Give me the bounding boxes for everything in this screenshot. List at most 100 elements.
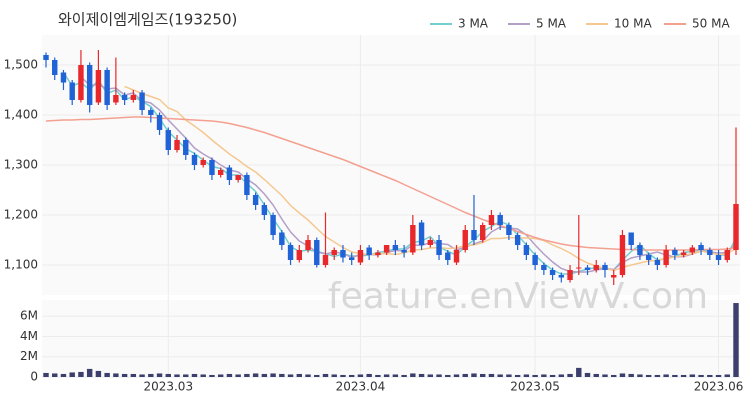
candle-body <box>148 110 154 115</box>
candle-body <box>139 92 145 110</box>
candle-body <box>680 252 687 255</box>
candle-body <box>576 267 582 269</box>
volume-bar <box>663 374 669 377</box>
x-tick-label: 2023.03 <box>143 380 193 394</box>
volume-bar <box>43 372 49 377</box>
volume-bar <box>375 374 381 377</box>
candle-body <box>305 240 311 250</box>
volume-bar <box>680 374 687 377</box>
candle-body <box>322 255 329 265</box>
candle-body <box>209 160 215 175</box>
candle-body <box>523 245 530 255</box>
volume-bar <box>165 373 171 377</box>
legend-label: 10 MA <box>614 17 652 31</box>
candle-body <box>121 95 128 100</box>
candle-body <box>296 250 302 260</box>
volume-bar <box>715 374 722 377</box>
candle-body <box>86 65 93 105</box>
volume-bar <box>497 374 503 377</box>
volume-bar <box>672 374 678 377</box>
candle-body <box>480 225 486 240</box>
volume-bar <box>637 374 643 377</box>
volume-bar <box>86 368 93 377</box>
volume-bar <box>209 374 215 377</box>
y-tick-label: 1,300 <box>4 158 38 172</box>
volume-bar <box>226 373 233 377</box>
candle-body <box>52 60 58 75</box>
volume-bar <box>148 373 154 377</box>
volume-bar <box>602 374 608 377</box>
candle-body <box>252 195 259 205</box>
volume-bar <box>156 373 163 377</box>
volume-bar <box>541 374 547 377</box>
candle-body <box>567 270 573 280</box>
candle-body <box>436 240 442 255</box>
volume-bar <box>296 373 302 377</box>
volume-bar <box>357 374 364 377</box>
candle-body <box>156 115 163 130</box>
candle-body <box>558 275 565 278</box>
candle-body <box>314 240 320 265</box>
candle-body <box>462 230 468 250</box>
candle-body <box>663 250 669 265</box>
chart-title: 와이제이엠게임즈(193250) <box>58 11 237 29</box>
volume-bar <box>593 373 599 377</box>
volume-bar <box>453 374 460 377</box>
candle-body <box>60 72 67 83</box>
volume-bar <box>471 373 477 377</box>
candle-body <box>331 250 337 255</box>
candle-body <box>488 215 495 225</box>
candle-body <box>113 95 119 103</box>
candle-body <box>95 70 102 103</box>
volume-bar <box>113 373 119 377</box>
legend-label: 3 MA <box>458 17 489 31</box>
volume-bar <box>506 374 512 377</box>
volume-bar <box>348 374 355 377</box>
candle-body <box>654 260 661 265</box>
volume-bar <box>523 374 530 377</box>
volume-bar <box>462 373 468 377</box>
volume-bar <box>104 372 110 377</box>
candle-body <box>217 170 224 175</box>
candle-body <box>628 232 634 245</box>
volume-bar <box>287 374 294 377</box>
candle-body <box>183 140 189 155</box>
volume-panel <box>42 300 740 378</box>
y-tick-label: 1,200 <box>4 208 38 222</box>
candle-body <box>375 252 381 255</box>
candle-body <box>357 250 364 263</box>
volume-bar <box>139 374 145 377</box>
volume-bar <box>235 374 241 377</box>
volume-bar <box>244 373 250 377</box>
legend-label: 5 MA <box>536 17 567 31</box>
volume-bar <box>698 374 704 377</box>
legend-label: 50 MA <box>692 17 730 31</box>
volume-bar <box>445 374 451 377</box>
candle-body <box>698 245 704 250</box>
volume-bar <box>584 372 591 377</box>
volume-bar <box>645 374 652 377</box>
candle-body <box>69 82 75 100</box>
volume-bar <box>279 373 285 377</box>
volume-bar <box>611 374 617 377</box>
candle-body <box>672 250 678 255</box>
volume-bar <box>514 374 521 377</box>
volume-bar <box>121 373 128 377</box>
volume-bar <box>436 374 442 377</box>
candle-body <box>724 250 730 260</box>
volume-bar <box>366 373 372 377</box>
candle-body <box>261 205 268 215</box>
candle-body <box>689 247 696 253</box>
volume-bar <box>392 374 399 377</box>
volume-bar <box>191 373 198 377</box>
volume-bar <box>707 374 713 377</box>
y-tick-label: 1,500 <box>4 58 38 72</box>
y-tick-label: 2M <box>20 349 38 363</box>
volume-bar <box>174 374 180 377</box>
candle-body <box>270 215 276 235</box>
volume-bar <box>733 303 739 377</box>
volume-bar <box>576 367 582 377</box>
volume-bar <box>549 374 556 377</box>
volume-bar <box>532 374 538 377</box>
